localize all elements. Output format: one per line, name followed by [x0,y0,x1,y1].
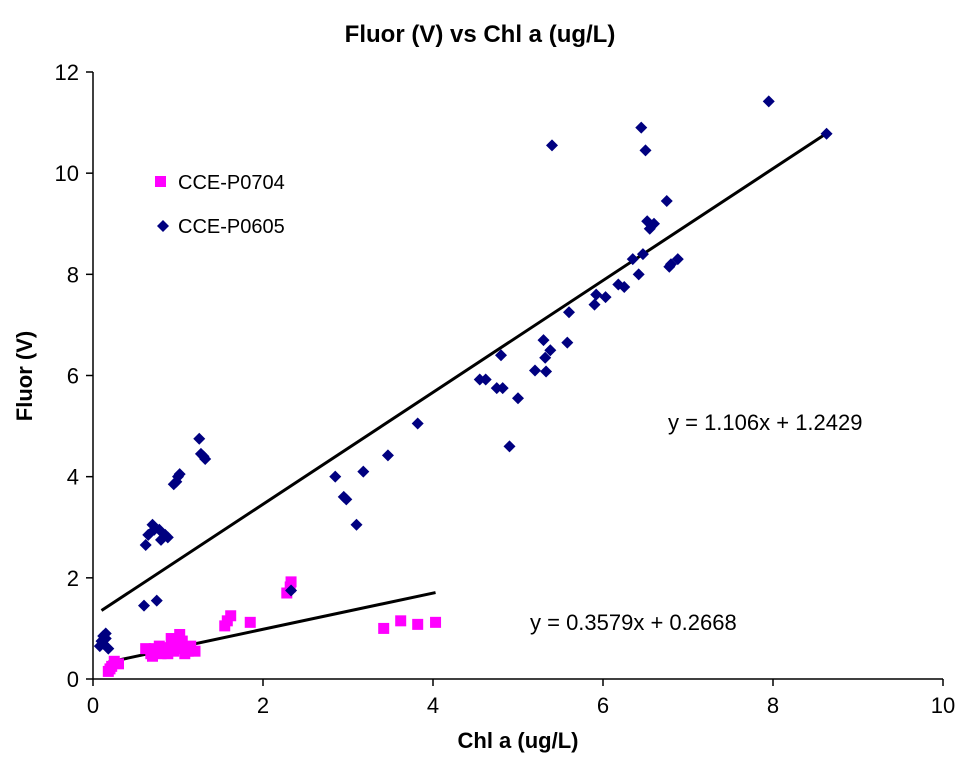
data-point-cce-p0704 [285,576,297,588]
data-point-cce-p0704 [244,616,256,628]
data-point-cce-p0605 [150,594,163,607]
data-point-cce-p0605 [173,468,186,481]
data-point-cce-p0605 [539,351,552,364]
data-point-cce-p0605 [512,392,524,405]
data-point-cce-p0605 [340,493,353,506]
data-point-cce-p0605 [496,382,509,395]
data-point-cce-p0704 [378,622,390,634]
y-tick-label: 6 [67,364,79,389]
y-tick-label: 0 [67,667,79,692]
data-point-cce-p0605 [762,95,775,108]
data-point-cce-p0704 [162,648,174,660]
data-point-cce-p0704 [225,610,237,622]
data-point-cce-p0704 [189,645,201,657]
data-point-cce-p0605 [544,344,557,357]
data-point-cce-p0605 [139,538,152,551]
data-point-cce-p0704 [412,618,424,630]
data-point-cce-p0605 [285,584,298,597]
x-tick-label: 6 [597,693,609,718]
data-point-cce-p0605 [671,253,684,266]
data-point-cce-p0605 [161,531,174,544]
data-point-cce-p0605 [350,518,363,531]
data-point-cce-p0605 [138,599,150,612]
legend-marker-cce-p0605 [157,220,169,232]
x-tick-label: 2 [257,693,269,718]
data-point-cce-p0704 [176,635,188,647]
data-point-cce-p0605 [411,417,424,430]
data-point-cce-p0605 [636,248,649,261]
trendline-equation-cce-p0605: y = 1.106x + 1.2429 [668,410,863,435]
legend-label-cce-p0605: CCE-P0605 [178,216,285,238]
data-point-cce-p0605 [193,432,206,445]
data-point-cce-p0605 [357,465,370,478]
data-point-cce-p0704 [172,643,184,655]
legend: CCE-P0704 CCE-P0605 [155,172,285,238]
data-point-cce-p0605 [648,217,660,230]
x-axis-label: Chl a (ug/L) [458,728,579,753]
data-point-cce-p0704 [430,616,442,628]
data-point-cce-p0605 [381,449,394,462]
x-tick-label: 4 [427,693,439,718]
data-point-cce-p0605 [639,144,652,157]
data-point-cce-p0605 [99,627,112,640]
trendlines [100,132,828,664]
chart-title: Fluor (V) vs Chl a (ug/L) [345,21,616,48]
trendline-cce-p0605 [100,132,828,612]
data-point-cce-p0704 [113,658,124,670]
y-tick-label: 12 [55,60,79,85]
x-tick-label: 8 [767,693,779,718]
ticks: 0 2 4 6 8 10 0 2 4 6 8 10 12 [55,60,956,718]
x-tick-label: 0 [87,693,99,718]
data-point-cce-p0605 [329,470,342,483]
y-tick-label: 2 [67,566,79,591]
data-point-cce-p0605 [546,139,558,152]
data-point-cce-p0605 [529,364,541,377]
data-point-cce-p0605 [540,365,553,378]
data-point-cce-p0704 [174,628,186,640]
data-point-cce-p0605 [503,440,516,453]
data-point-cce-p0605 [590,288,603,301]
data-point-cce-p0704 [395,615,407,627]
data-point-cce-p0605 [599,291,612,304]
data-point-cce-p0605 [820,127,833,140]
legend-marker-cce-p0704 [155,176,166,187]
data-point-cce-p0704 [281,587,293,599]
data-point-cce-p0605 [618,280,631,293]
data-point-cce-p0605 [563,306,575,319]
y-tick-label: 10 [55,161,79,186]
data-point-cce-p0605 [660,194,673,207]
data-point-cce-p0605 [102,642,115,655]
data-point-cce-p0605 [199,452,212,465]
data-point-cce-p0605 [537,334,550,347]
axes [92,72,943,680]
x-tick-label: 10 [931,693,955,718]
data-point-cce-p0605 [632,268,645,281]
data-point-cce-p0605 [495,349,507,362]
y-tick-label: 4 [67,465,79,490]
data-point-cce-p0605 [626,253,639,266]
data-point-cce-p0605 [588,298,601,311]
y-tick-label: 8 [67,262,79,287]
trendline-equation-cce-p0704: y = 0.3579x + 0.2668 [530,610,737,635]
y-axis-label: Fluor (V) [12,331,37,421]
data-point-cce-p0605 [561,336,574,349]
data-point-cce-p0605 [635,121,648,134]
data-points [93,95,833,677]
data-point-cce-p0605 [479,373,492,386]
legend-label-cce-p0704: CCE-P0704 [178,172,285,194]
